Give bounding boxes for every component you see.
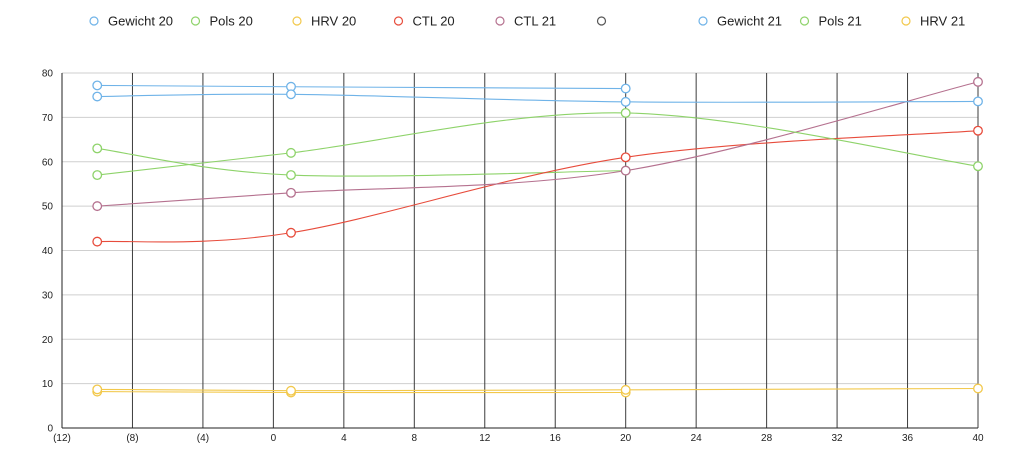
data-point-gewicht-21 [973, 96, 983, 107]
data-point-ctl-20 [92, 236, 103, 247]
data-point-pols-21 [92, 170, 103, 181]
data-point-gewicht-21 [92, 91, 103, 102]
series-line-gewicht-20 [97, 84, 626, 90]
legend-marker-pols-20 [190, 16, 201, 26]
legend-label-pols-20: Pols 20 [210, 14, 253, 29]
series-line-pols-21 [97, 112, 979, 176]
data-point-ctl-20 [286, 227, 296, 238]
y-tick-label: 60 [42, 157, 54, 168]
y-tick-label: 0 [47, 424, 53, 435]
data-point-ctl-21 [973, 76, 983, 87]
data-point-gewicht-21 [620, 96, 631, 107]
grid [61, 72, 979, 429]
tick-labels: 0 10 20 30 40 50 60 70 80 (12) (8) (4) 0 4 8 12 16 20 24 28… [42, 69, 984, 445]
data-point-pols-20 [92, 143, 103, 154]
legend-label-ctl-20: CTL 20 [413, 14, 455, 29]
data-point-gewicht-20 [92, 80, 103, 91]
x-tick-label: 24 [691, 433, 703, 444]
series-lines [97, 81, 979, 394]
data-point-ctl-21 [620, 165, 631, 176]
series-line-hrv-21 [97, 387, 979, 392]
x-tick-label: 8 [412, 433, 418, 444]
legend-label-hrv-21: HRV 21 [920, 14, 965, 29]
data-point-gewicht-20 [620, 83, 631, 94]
legend-marker-gewicht-20 [89, 16, 99, 26]
data-point-pols-21 [620, 107, 631, 118]
legend-label-gewicht-21: Gewicht 21 [717, 14, 782, 29]
series-line-pols-20 [97, 147, 626, 177]
legend-marker-hrv-21 [901, 16, 911, 26]
y-tick-label: 50 [42, 202, 54, 213]
legend-marker-ctl-20 [393, 16, 404, 26]
x-tick-label: (12) [53, 433, 71, 444]
series-line-ctl-21 [97, 81, 979, 207]
x-tick-label: (4) [197, 433, 209, 444]
y-tick-label: 80 [42, 69, 54, 80]
data-point-pols-21 [286, 147, 296, 158]
legend-label-hrv-20: HRV 20 [311, 14, 356, 29]
data-point-ctl-21 [286, 187, 296, 198]
legend-label-gewicht-20: Gewicht 20 [108, 14, 173, 29]
x-tick-label: 28 [761, 433, 773, 444]
data-point-hrv-21 [92, 384, 103, 395]
y-tick-label: 40 [42, 246, 54, 257]
data-point-hrv-21 [286, 385, 296, 396]
x-tick-label: 16 [550, 433, 562, 444]
y-tick-label: 70 [42, 113, 54, 124]
data-point-pols-20 [286, 170, 296, 181]
y-tick-label: 30 [42, 290, 54, 301]
x-tick-label: 4 [341, 433, 347, 444]
data-point-ctl-20 [973, 125, 983, 136]
x-tick-label: 36 [902, 433, 914, 444]
x-tick-label: 12 [479, 433, 491, 444]
axes [61, 73, 978, 429]
x-tick-label: 20 [620, 433, 632, 444]
x-tick-label: 0 [271, 433, 277, 444]
series-line-ctl-20 [97, 130, 979, 243]
legend-marker-ctl-21 [495, 16, 505, 26]
series-points [92, 76, 983, 398]
x-tick-label: 40 [972, 433, 984, 444]
x-tick-label: 32 [832, 433, 844, 444]
legend-marker-pols-21 [799, 16, 810, 26]
legend-marker-unnamed [596, 16, 607, 26]
y-tick-label: 20 [42, 335, 54, 346]
data-point-hrv-21 [620, 384, 631, 395]
series-line-hrv-20 [97, 391, 626, 394]
data-point-pols-21 [973, 161, 983, 172]
legend: Gewicht 20 Pols 20 HRV 20 CTL 20 CTL 21 Gewic… [89, 14, 965, 29]
x-tick-label: (8) [126, 433, 138, 444]
series-line-gewicht-21 [97, 93, 979, 103]
y-tick-label: 10 [42, 379, 54, 390]
data-point-ctl-20 [620, 152, 631, 163]
legend-label-ctl-21: CTL 21 [514, 14, 556, 29]
data-point-gewicht-21 [286, 89, 296, 100]
data-point-hrv-21 [973, 383, 983, 394]
legend-label-pols-21: Pols 21 [819, 14, 862, 29]
data-point-ctl-21 [92, 201, 103, 212]
legend-marker-hrv-20 [292, 16, 302, 26]
legend-marker-gewicht-21 [698, 16, 708, 26]
